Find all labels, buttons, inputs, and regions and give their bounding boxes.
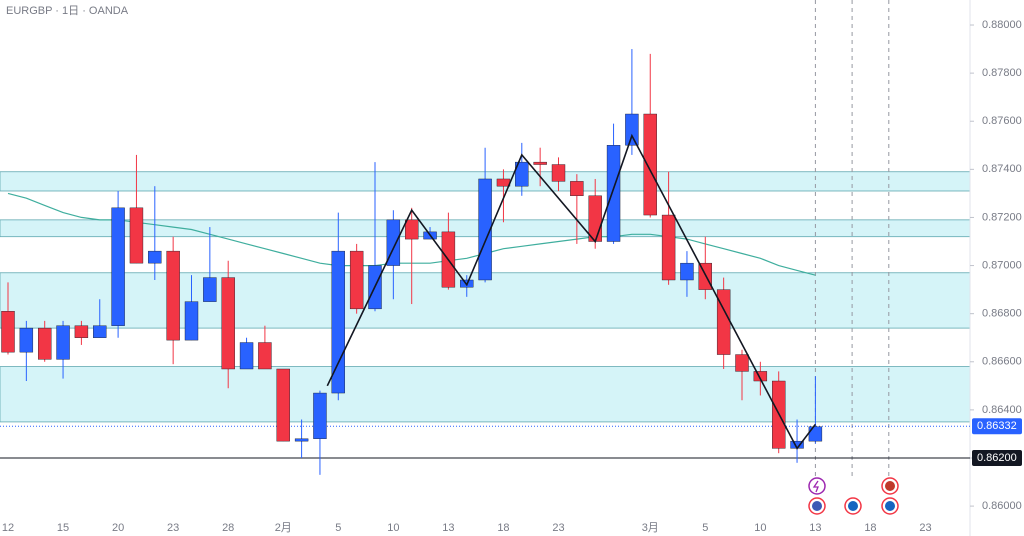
candle-body (496, 178, 511, 187)
last-price-label: 0.86332 (977, 420, 1017, 432)
candle-body (19, 327, 34, 353)
candle-body (753, 371, 768, 382)
event-icon[interactable] (808, 477, 826, 495)
x-tick-label: 18 (497, 522, 509, 534)
x-tick-label: 13 (442, 522, 454, 534)
candle-body (588, 195, 602, 242)
x-tick-label: 12 (2, 522, 14, 534)
zone (0, 366, 971, 423)
event-icon-flag (848, 501, 858, 511)
candle-body (625, 113, 639, 146)
zigzag-line (326, 133, 817, 450)
candle-body (570, 181, 584, 197)
event-icon-glyph (812, 480, 819, 493)
x-tick-label: 15 (57, 522, 69, 534)
event-icon-flag (885, 481, 895, 491)
x-tick-label: 3月 (642, 522, 659, 534)
candle-body (349, 250, 364, 310)
candle-body (478, 178, 492, 281)
y-tick-label: 0.88000 (982, 19, 1022, 31)
y-tick-label: 0.86800 (982, 308, 1022, 320)
candle-body (294, 438, 309, 442)
candle-body (405, 219, 419, 240)
level-tag (972, 449, 1022, 466)
x-tick-label: 23 (167, 522, 179, 534)
y-tick-label: 0.87800 (982, 67, 1022, 79)
candle-body (166, 250, 180, 341)
candle-body (148, 250, 162, 264)
x-tick-label: 5 (335, 522, 341, 534)
x-tick-label: 2月 (275, 522, 292, 534)
candle-body (606, 145, 621, 242)
candle-body (93, 325, 107, 338)
x-tick-label: 5 (702, 522, 708, 534)
y-tick-label: 0.86000 (982, 500, 1022, 512)
candle-body (129, 207, 144, 264)
candle-body (276, 368, 290, 442)
candle-body (239, 342, 254, 370)
candle-body (643, 113, 657, 216)
x-tick-label: 13 (809, 522, 821, 534)
candle-body (808, 426, 823, 442)
candle-body (515, 161, 529, 187)
candle-body (184, 301, 199, 341)
x-tick-label: 28 (222, 522, 234, 534)
candle-body (680, 262, 694, 281)
event-icons (808, 477, 899, 515)
event-icon-flag (885, 501, 895, 511)
y-tick-label: 0.86400 (982, 404, 1022, 416)
x-tick-label: 20 (112, 522, 124, 534)
candle-body (56, 325, 70, 360)
chart-title: EURGBP · 1日 · OANDA (6, 5, 129, 17)
candle-body (551, 164, 566, 182)
x-tick-label: 23 (919, 522, 931, 534)
last-price-tag (972, 418, 1022, 435)
y-tick-label: 0.87600 (982, 115, 1022, 127)
candle-body (735, 354, 749, 372)
y-tick-label: 0.87400 (982, 163, 1022, 175)
candle-body (203, 277, 217, 302)
y-tick-label: 0.87000 (982, 259, 1022, 271)
candle-body (258, 342, 272, 370)
candle-body (661, 214, 676, 281)
x-tick-label: 10 (387, 522, 399, 534)
candle-body (313, 392, 327, 439)
candle-body (221, 277, 235, 370)
y-tick-label: 0.86600 (982, 356, 1022, 368)
level-label: 0.86200 (977, 452, 1017, 464)
y-tick-label: 0.87200 (982, 211, 1022, 223)
x-tick-label: 23 (552, 522, 564, 534)
candle-body (111, 207, 125, 326)
candle-body (533, 161, 547, 165)
candle-body (38, 327, 52, 360)
candle-body (1, 311, 15, 353)
event-icon-flag (812, 501, 822, 511)
candle-body (74, 325, 89, 338)
x-tick-label: 10 (754, 522, 766, 534)
x-tick-label: 18 (864, 522, 876, 534)
